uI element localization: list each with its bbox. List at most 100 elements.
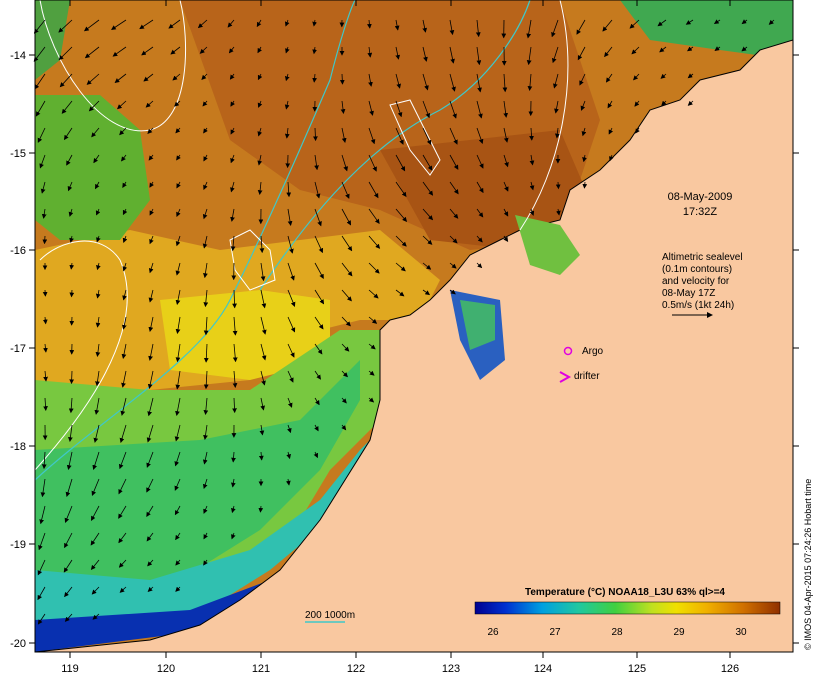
velocity-arrow: [368, 235, 381, 249]
velocity-arrow: [232, 343, 238, 363]
velocity-arrow: [202, 100, 208, 107]
lat-tick-label: -20: [10, 638, 26, 650]
velocity-arrow: [659, 46, 667, 53]
velocity-arrow: [203, 262, 208, 279]
velocity-arrow: [714, 46, 721, 51]
velocity-arrow: [368, 208, 380, 224]
velocity-arrow: [203, 181, 208, 191]
velocity-arrow: [259, 424, 265, 436]
velocity-arrow: [476, 262, 483, 269]
velocity-arrow: [260, 289, 267, 309]
velocity-arrow: [175, 559, 181, 566]
velocity-arrow: [313, 451, 318, 459]
lon-tick: 119: [61, 652, 79, 675]
velocity-arrow: [312, 19, 317, 27]
velocity-arrow: [529, 127, 534, 141]
velocity-arrow: [634, 100, 640, 107]
velocity-arrow: [257, 73, 263, 81]
velocity-arrow: [68, 397, 74, 414]
velocity-arrow: [422, 289, 431, 296]
velocity-arrow: [476, 154, 484, 169]
velocity-arrow: [287, 208, 293, 226]
velocity-arrow: [148, 316, 154, 332]
velocity-arrow: [91, 478, 100, 496]
velocity-arrow: [175, 316, 181, 334]
velocity-arrow: [476, 46, 482, 66]
velocity-arrow: [148, 289, 154, 303]
velocity-arrow: [203, 316, 209, 336]
velocity-arrow: [314, 316, 324, 330]
velocity-arrow: [449, 19, 455, 36]
velocity-arrow: [341, 316, 351, 327]
velocity-arrow: [33, 46, 46, 62]
velocity-arrow: [174, 505, 181, 516]
velocity-arrow: [502, 73, 508, 93]
velocity-arrow: [503, 208, 509, 217]
velocity-arrow: [422, 100, 431, 119]
velocity-arrow: [230, 127, 235, 135]
velocity-arrow: [66, 451, 73, 470]
velocity-arrow: [68, 424, 73, 442]
velocity-arrow: [143, 73, 154, 82]
velocity-arrow: [581, 127, 587, 137]
velocity-arrow: [37, 586, 46, 601]
velocity-arrow: [174, 100, 181, 107]
velocity-arrow: [341, 424, 347, 431]
time-label: 17:32Z: [683, 206, 718, 218]
velocity-arrow: [64, 505, 73, 523]
velocity-arrow: [368, 127, 376, 145]
velocity-arrow: [449, 46, 455, 64]
info-line: and velocity for: [662, 276, 730, 287]
king-sound-inner: [460, 300, 495, 350]
velocity-arrow: [174, 451, 181, 467]
velocity-arrow: [476, 100, 483, 119]
velocity-arrow: [119, 424, 127, 443]
velocity-arrow: [395, 100, 403, 118]
isobath-1000m: [35, 0, 356, 481]
velocity-arrow: [341, 289, 352, 302]
velocity-arrow: [287, 343, 295, 358]
velocity-arrow: [230, 154, 235, 164]
velocity-arrow: [61, 100, 73, 114]
velocity-arrow: [529, 154, 535, 166]
velocity-arrow: [340, 100, 346, 114]
velocity-arrow: [95, 343, 101, 357]
lat-tick-label: -14: [10, 50, 26, 62]
velocity-arrow: [368, 262, 380, 274]
nw-green-patch-2: [35, 0, 70, 80]
velocity-arrow: [287, 235, 294, 254]
velocity-arrow: [258, 451, 264, 461]
velocity-arrow: [232, 316, 238, 336]
velocity-arrow: [175, 397, 181, 416]
velocity-arrow: [259, 235, 265, 254]
velocity-arrow: [95, 289, 101, 299]
velocity-arrow: [368, 73, 373, 87]
velocity-arrow: [203, 397, 209, 415]
velocity-arrow: [122, 235, 128, 243]
velocity-arrow: [232, 289, 237, 309]
velocity-arrow: [260, 397, 266, 411]
velocity-arrow: [554, 127, 560, 139]
velocity-arrow: [118, 478, 127, 495]
velocity-arrow: [608, 127, 614, 135]
velocity-arrow: [64, 586, 73, 598]
velocity-arrow: [175, 532, 181, 541]
velocity-arrow: [203, 154, 208, 162]
velocity-arrow: [368, 289, 379, 299]
velocity-arrow: [118, 505, 127, 519]
velocity-arrow: [449, 289, 456, 295]
velocity-arrow: [40, 181, 46, 194]
lon-tick-label: 121: [252, 663, 270, 675]
lon-tick-label: 126: [721, 663, 739, 675]
velocity-arrow: [314, 154, 319, 171]
velocity-arrow: [341, 343, 350, 352]
velocity-arrow: [341, 262, 353, 277]
velocity-arrow: [34, 73, 46, 90]
velocity-arrow: [768, 19, 775, 25]
colorbar-tick: 27: [549, 627, 561, 638]
lat-tick: -14: [10, 50, 35, 62]
velocity-arrow: [741, 19, 748, 25]
lon-tick: 125: [628, 652, 646, 675]
velocity-arrow: [287, 370, 294, 383]
velocity-arrow: [91, 586, 100, 595]
